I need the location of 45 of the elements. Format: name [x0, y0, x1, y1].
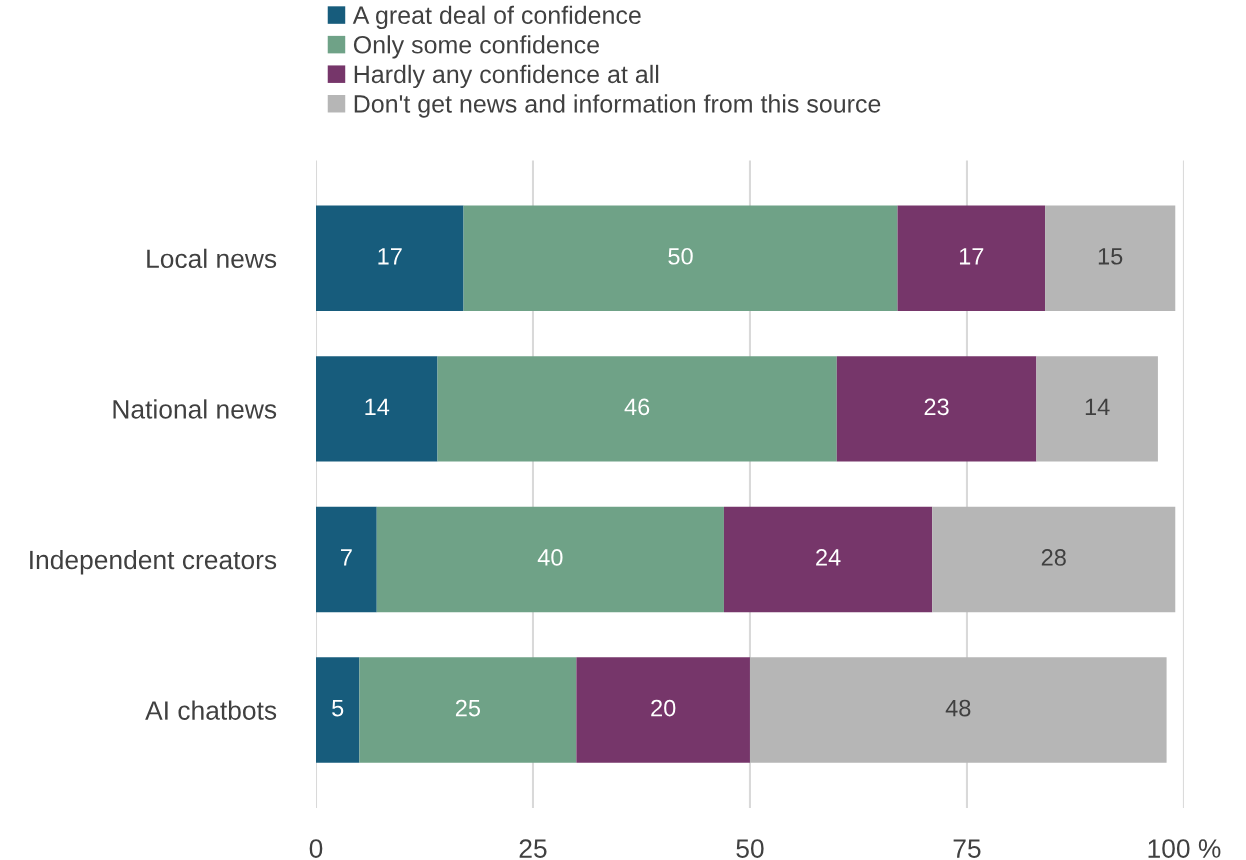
- bar: [376, 506, 724, 613]
- data-label: 7: [341, 549, 352, 566]
- bar: [1036, 356, 1158, 462]
- bar: [932, 506, 1176, 613]
- legend-label: Hardly any confidence at all: [354, 64, 659, 89]
- bar: [315, 356, 438, 462]
- legend-label: A great deal of confidence: [352, 5, 641, 29]
- bar: [836, 356, 1037, 462]
- data-label: 40: [537, 549, 563, 566]
- legend-label: Only some confidence: [353, 35, 599, 59]
- data-label: 20: [651, 699, 676, 717]
- x-tick-label: 0: [309, 839, 323, 858]
- bar: [315, 657, 360, 763]
- data-label: 15: [1098, 248, 1123, 265]
- y-tick-label: Local news: [147, 248, 277, 269]
- y-tick-label: AI chatbots: [145, 700, 277, 720]
- data-label: 5: [332, 699, 344, 717]
- bar: [749, 657, 1167, 763]
- data-label: 17: [378, 248, 402, 265]
- data-label: 23: [924, 398, 949, 416]
- data-label: 50: [668, 247, 693, 265]
- data-label: 25: [455, 699, 481, 717]
- y-tick-label: Independent creators: [30, 549, 277, 575]
- y-tick-label: National news: [113, 399, 277, 419]
- x-tick-label: 100 %: [1148, 839, 1221, 858]
- data-label: 46: [624, 398, 650, 416]
- data-label: 14: [365, 398, 390, 415]
- x-tick-label: 75: [953, 839, 981, 858]
- bar: [437, 356, 837, 462]
- bar: [315, 506, 377, 613]
- bar: [1045, 205, 1176, 311]
- data-label: 28: [1041, 549, 1066, 566]
- data-label: 17: [959, 248, 984, 265]
- bar: [723, 506, 933, 613]
- bar: [315, 205, 464, 311]
- bar: [463, 205, 898, 311]
- data-label: 24: [816, 549, 841, 566]
- bar: [576, 657, 750, 763]
- bar: [359, 657, 577, 763]
- x-tick-label: 50: [736, 839, 764, 858]
- x-tick-label: 25: [519, 839, 547, 858]
- data-label: 48: [945, 699, 971, 717]
- bar: [897, 205, 1046, 311]
- data-label: 14: [1085, 398, 1110, 415]
- legend-label: Don't get news and information from this source: [354, 94, 881, 118]
